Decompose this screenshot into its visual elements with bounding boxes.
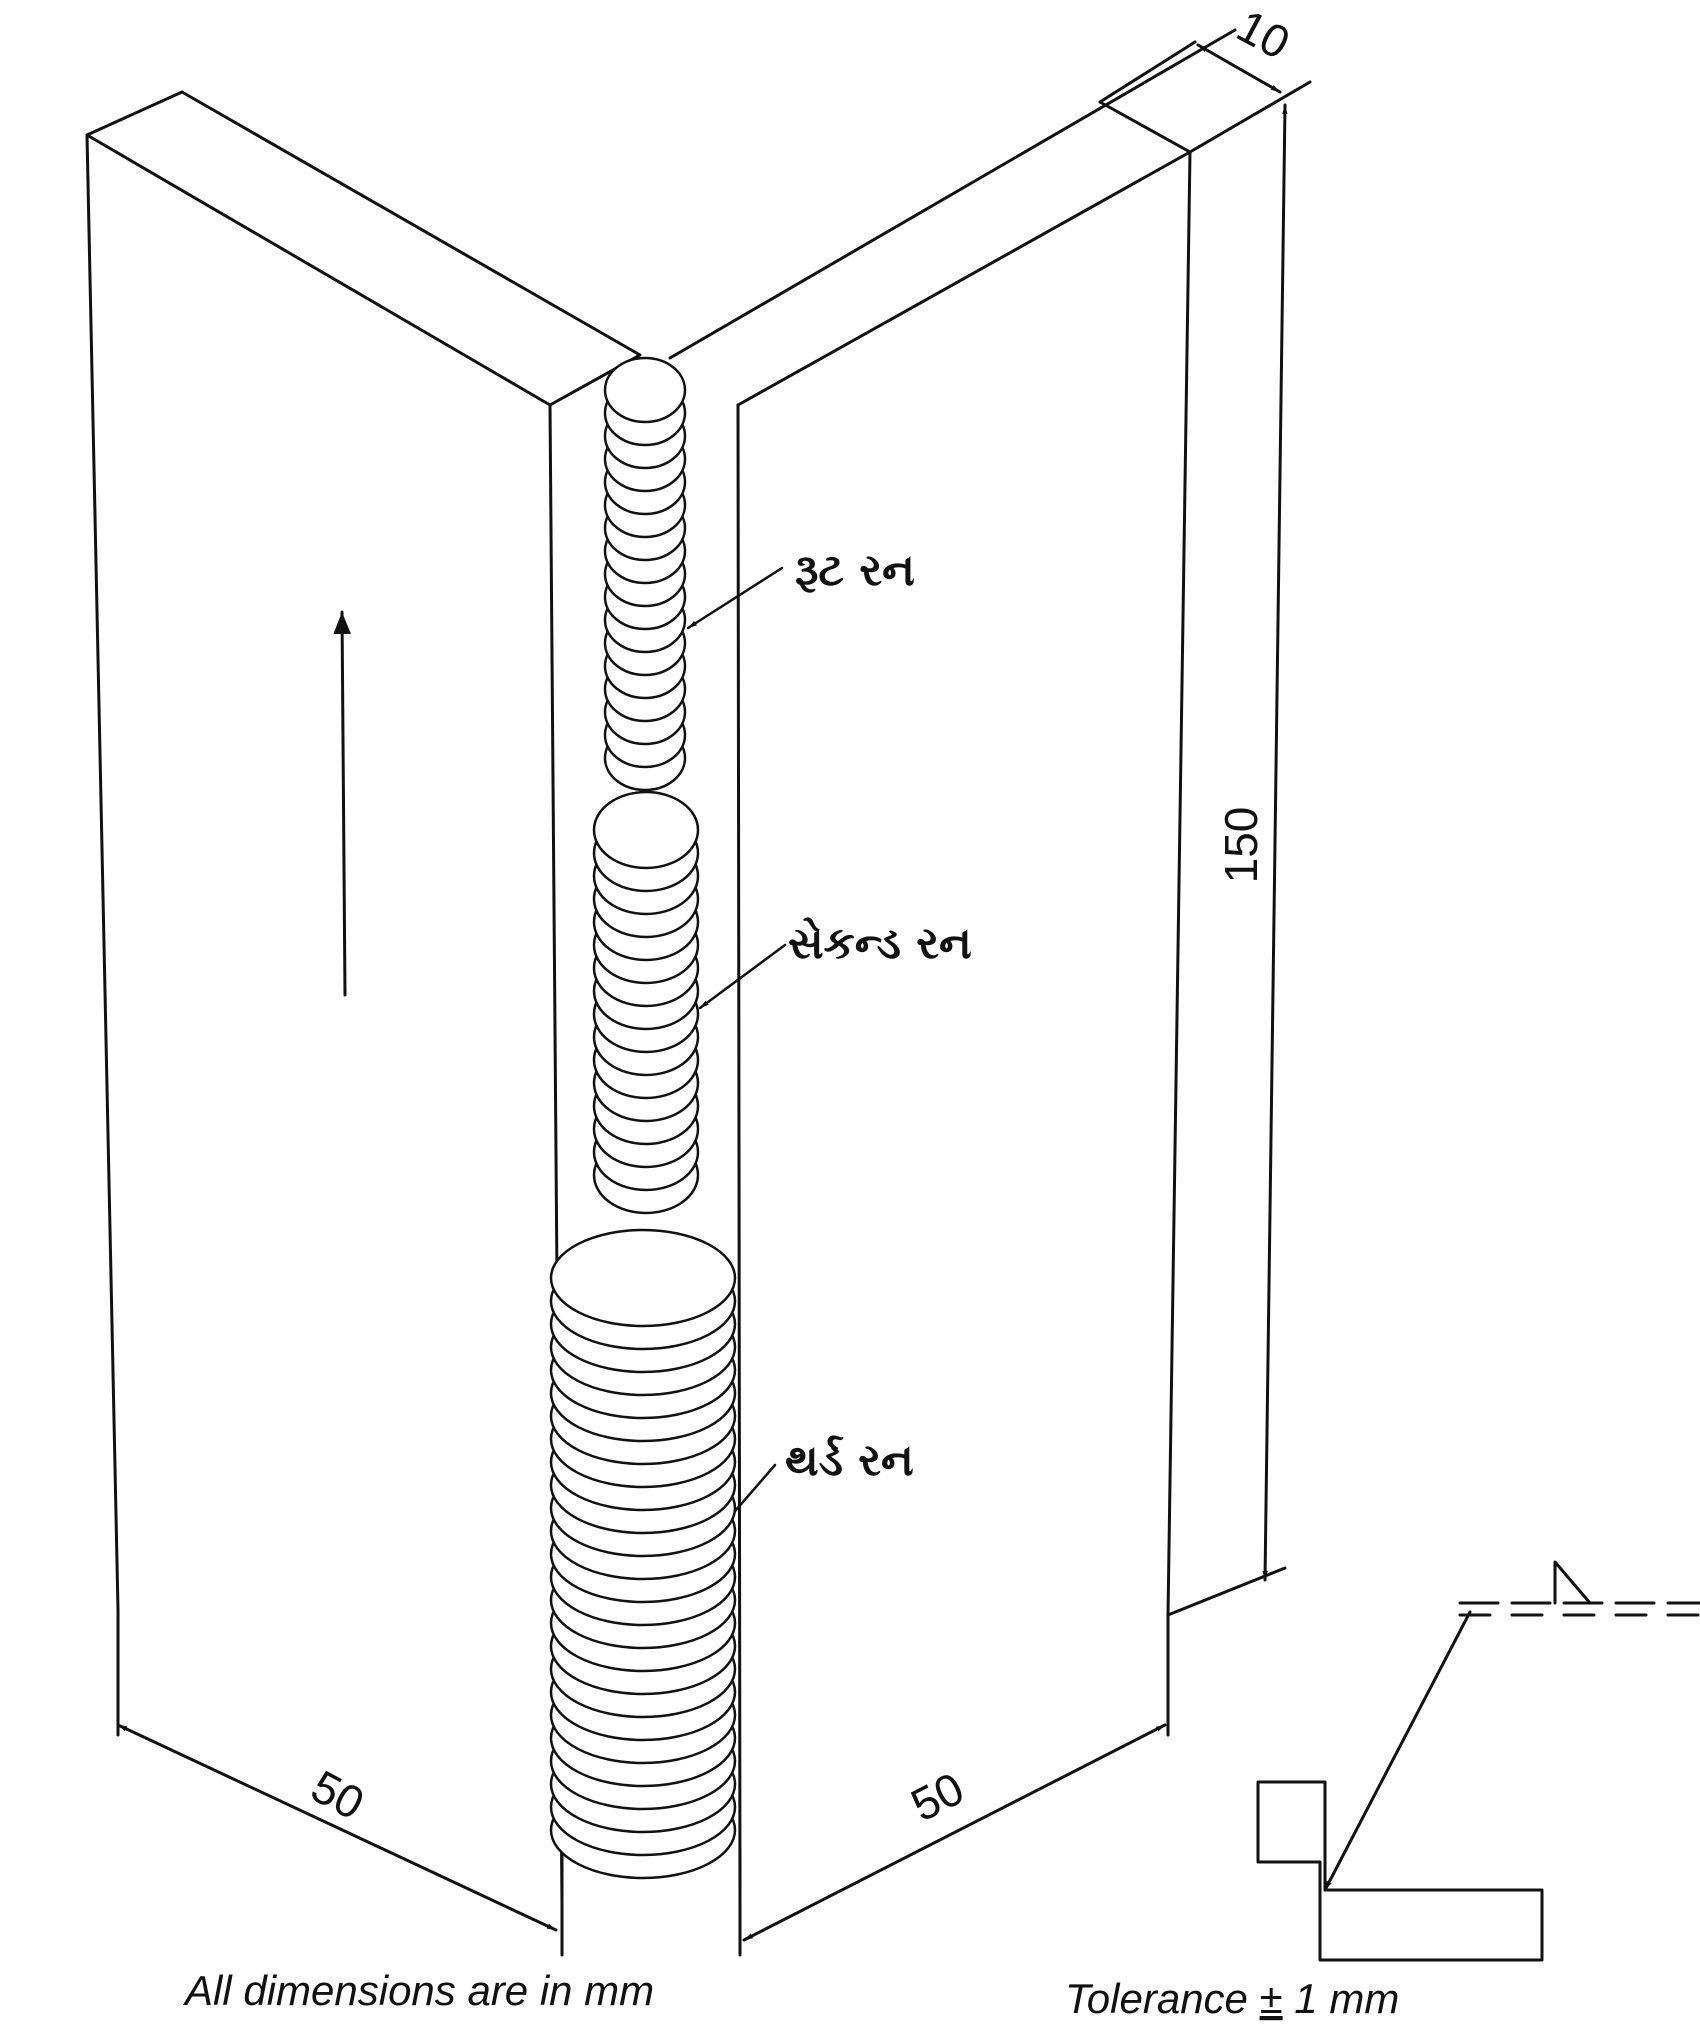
- extension-line: [1166, 1566, 1287, 1617]
- direction-arrow: [333, 610, 351, 997]
- angle-joint-section: [1256, 1780, 1544, 1962]
- dimension-thickness: [1098, 40, 1312, 154]
- dimension-left-width: [116, 1608, 564, 1957]
- left-plate-outer-edge: [85, 133, 120, 1612]
- dimension-line: [742, 1723, 1167, 1942]
- second-run-leader: [698, 943, 787, 1010]
- tolerance-sign: ±: [1260, 1975, 1283, 2022]
- extension-line: [1188, 80, 1312, 154]
- right-plate-end-edge: [1098, 100, 1192, 154]
- left-plate-top-edge: [85, 90, 642, 407]
- weld-symbol-arrow: [1323, 1610, 1472, 1892]
- dimension-thickness-label: 10: [1229, 0, 1299, 69]
- units-note: All dimensions are in mm: [182, 1967, 654, 2014]
- second-run-label: સેકન્ડ રન: [788, 917, 972, 969]
- right-plate-top-back-edge: [668, 28, 1237, 360]
- dimension-line: [116, 1723, 558, 1932]
- tolerance-value: 1 mm: [1283, 1975, 1400, 2022]
- root-run-label: રૂટ રન: [795, 545, 915, 596]
- dimension-right-width-label: 50: [903, 1762, 972, 1832]
- dimension-line: [1262, 103, 1288, 1582]
- extension-line: [1098, 40, 1197, 104]
- weld-symbol: [1256, 1560, 1700, 1962]
- dimension-right-width: [738, 1613, 1170, 1957]
- root-run-leader: [686, 566, 784, 630]
- right-plate-outer-edge: [1166, 150, 1192, 1617]
- root-run-bead: [603, 356, 687, 424]
- weld-beads: [549, 356, 737, 1880]
- tolerance-note: Tolerance ± 1 mm: [1065, 1975, 1399, 2022]
- right-plate-top-front-edge: [736, 150, 1192, 407]
- right-plate-inner-edge: [736, 403, 742, 1907]
- dimension-height: [1166, 103, 1288, 1617]
- third-run-label: થર્ડ રન: [785, 1435, 914, 1486]
- right-plate-top-edge-hidden: [670, 85, 1282, 405]
- second-run-bead: [592, 790, 700, 870]
- dimension-left-width-label: 50: [303, 1760, 373, 1830]
- tolerance-prefix: Tolerance: [1065, 1975, 1260, 2022]
- right-plate: [668, 28, 1282, 1907]
- dimension-height-label: 150: [1215, 807, 1267, 884]
- dimension-line: [1196, 43, 1282, 94]
- fillet-weld-symbol: [1553, 1560, 1592, 1605]
- third-run-bead: [549, 1228, 737, 1328]
